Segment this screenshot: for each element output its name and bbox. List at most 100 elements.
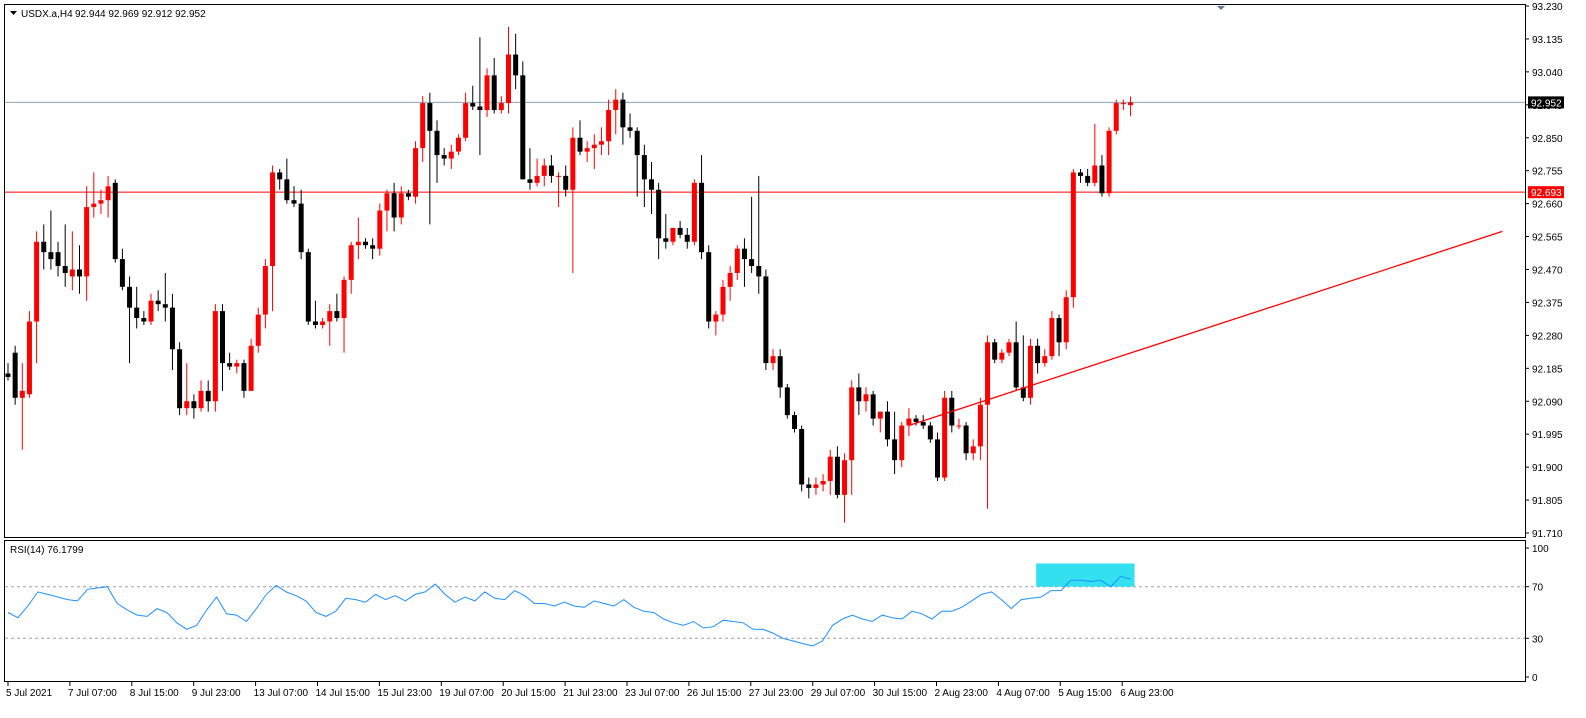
candle-body: [813, 484, 819, 488]
current-price-badge-text: 92.952: [1531, 98, 1562, 109]
candle: [706, 245, 712, 329]
rsi-tick-label: 100: [1532, 544, 1549, 555]
candle-body: [577, 137, 583, 152]
support-trendline[interactable]: [908, 230, 1503, 427]
chart-menu-triangle-icon[interactable]: [10, 11, 17, 15]
candle-body: [649, 179, 654, 190]
candle: [927, 422, 933, 443]
candle: [1049, 311, 1055, 360]
candle: [363, 238, 368, 249]
symbol-label: USDX.a,H4: [21, 9, 73, 20]
candle-body: [677, 227, 683, 235]
candle-body: [670, 227, 676, 242]
candle: [506, 26, 511, 114]
candle: [498, 96, 504, 114]
candle-body: [391, 193, 397, 218]
candle-body: [98, 200, 104, 204]
candle: [370, 238, 376, 260]
candle-body: [41, 241, 47, 253]
candle-body: [613, 99, 619, 111]
candle: [12, 345, 18, 405]
candle-body: [1042, 356, 1048, 364]
candle: [484, 68, 490, 117]
candle: [384, 189, 390, 232]
candle-body: [1106, 130, 1112, 194]
rsi-line: [7, 575, 1131, 647]
candle-body: [663, 238, 669, 242]
candle: [413, 141, 419, 204]
candle-body: [55, 252, 61, 267]
candle: [1013, 321, 1019, 391]
candle: [534, 158, 540, 187]
candle: [649, 162, 654, 215]
candle: [1120, 99, 1126, 111]
price-tick-label: 92.565: [1532, 233, 1563, 244]
rsi-tick-label: 70: [1532, 583, 1544, 594]
candle-body: [1035, 345, 1041, 364]
candle-body: [298, 203, 304, 253]
candle: [405, 189, 411, 201]
rsi-overbought-highlight[interactable]: [1036, 563, 1135, 587]
candle: [169, 293, 175, 371]
candle-body: [119, 259, 125, 287]
candle: [734, 245, 740, 280]
time-tick-label: 5 Jul 2021: [6, 688, 53, 699]
candle: [763, 269, 769, 371]
candle: [1063, 290, 1069, 350]
candle-body: [749, 259, 755, 267]
candle: [985, 335, 991, 509]
candle: [41, 224, 47, 270]
candle: [291, 186, 297, 208]
candle-body: [105, 186, 111, 201]
candle: [1035, 338, 1041, 374]
candle: [427, 92, 433, 225]
candle-body: [470, 103, 476, 107]
candle: [119, 248, 125, 291]
candle: [670, 227, 676, 246]
candle: [434, 120, 440, 183]
candle: [720, 279, 726, 322]
candle: [513, 33, 519, 90]
candle: [320, 318, 326, 329]
time-tick-label: 5 Aug 15:00: [1058, 688, 1112, 699]
candle: [827, 449, 833, 495]
candle: [341, 276, 347, 353]
chart-shift-icon[interactable]: [1217, 6, 1225, 10]
candle-body: [413, 148, 419, 197]
time-tick-label: 27 Jul 23:00: [749, 688, 804, 699]
candle-body: [513, 54, 519, 76]
candle: [391, 182, 397, 232]
level-price-badge-bg: [1528, 186, 1564, 199]
candle: [677, 220, 683, 239]
candle-body: [284, 179, 290, 201]
time-tick-label: 2 Aug 23:00: [935, 688, 989, 699]
candle: [935, 432, 940, 481]
candle: [470, 85, 476, 111]
candle: [477, 37, 483, 156]
price-tick-label: 91.900: [1532, 463, 1563, 474]
candle-body: [148, 300, 154, 322]
candle: [220, 304, 225, 391]
time-tick-label: 13 Jul 07:00: [254, 688, 309, 699]
candle: [820, 474, 826, 492]
candle: [1020, 335, 1026, 402]
candle: [620, 92, 626, 145]
candle: [1085, 168, 1091, 187]
candle: [806, 477, 812, 499]
candle-body: [1027, 345, 1033, 398]
candle: [627, 113, 633, 138]
candle: [741, 238, 747, 287]
candle: [248, 338, 254, 391]
time-tick-label: 14 Jul 15:00: [316, 688, 371, 699]
candle-body: [770, 356, 776, 364]
candle: [999, 349, 1005, 364]
candle-body: [820, 480, 826, 485]
candle-body: [935, 439, 940, 478]
candle: [162, 272, 168, 322]
candle-body: [727, 272, 733, 287]
price-tick-label: 92.660: [1532, 200, 1563, 211]
candle-body: [370, 245, 376, 249]
candle: [234, 359, 240, 374]
